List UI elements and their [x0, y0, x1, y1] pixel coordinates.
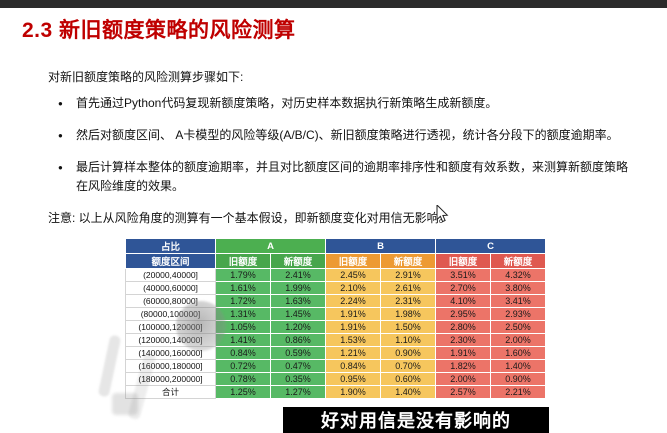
value-cell: 2.80%	[435, 320, 491, 334]
sub-header-old: 旧额度	[435, 253, 491, 269]
value-cell: 0.86%	[270, 333, 326, 347]
player-top-bar	[0, 0, 667, 8]
intro-text: 对新旧额度策略的风险测算步骤如下:	[48, 70, 244, 84]
value-cell: 1.27%	[270, 385, 326, 399]
page-title: 2.3 新旧额度策略的风险测算	[22, 19, 296, 42]
table-header-groups: 占比 A B C	[125, 238, 546, 254]
watermark-stamp	[176, 301, 226, 351]
value-cell: 2.45%	[325, 268, 381, 282]
value-cell: 1.50%	[380, 320, 436, 334]
range-cell: (20000,40000]	[125, 268, 216, 282]
sub-header-old: 旧额度	[325, 253, 381, 269]
value-cell: 1.90%	[325, 385, 381, 399]
value-cell: 1.60%	[490, 346, 546, 360]
value-cell: 1.20%	[270, 320, 326, 334]
risk-table-wrap: 占比 A B C 额度区间 旧额度 新额度 旧额度 新额度 旧额度 新额度 (2…	[125, 238, 546, 399]
value-cell: 2.24%	[325, 294, 381, 308]
sub-header-new: 新额度	[270, 253, 326, 269]
table-header-sub: 额度区间 旧额度 新额度 旧额度 新额度 旧额度 新额度	[125, 253, 546, 269]
value-cell: 1.53%	[325, 333, 381, 347]
sub-header-new: 新额度	[490, 253, 546, 269]
value-cell: 0.35%	[270, 372, 326, 386]
value-cell: 0.90%	[380, 346, 436, 360]
value-cell: 2.21%	[490, 385, 546, 399]
value-cell: 1.10%	[380, 333, 436, 347]
value-cell: 0.95%	[325, 372, 381, 386]
range-cell: (40000,60000]	[125, 281, 216, 295]
bullet-list: 首先通过Python代码复现新额度策略，对历史样本数据执行新策略生成新额度。 然…	[58, 94, 636, 209]
table-row: (160000,180000] 0.72% 0.47% 0.84% 0.70% 1.82%…	[125, 359, 546, 373]
value-cell: 0.84%	[215, 346, 271, 360]
sub-header-new: 新额度	[380, 253, 436, 269]
value-cell: 3.41%	[490, 294, 546, 308]
value-cell: 1.98%	[380, 307, 436, 321]
value-cell: 1.82%	[435, 359, 491, 373]
value-cell: 1.63%	[270, 294, 326, 308]
value-cell: 0.90%	[490, 372, 546, 386]
watermark-smudge	[112, 393, 138, 415]
table-row: (40000,60000] 1.61% 1.99% 2.10% 2.61% 2.70% 3.…	[125, 281, 546, 295]
risk-table: 占比 A B C 额度区间 旧额度 新额度 旧额度 新额度 旧额度 新额度 (2…	[125, 238, 546, 399]
mouse-cursor-icon	[436, 205, 449, 223]
value-cell: 1.79%	[215, 268, 271, 282]
value-cell: 2.00%	[490, 333, 546, 347]
value-cell: 4.32%	[490, 268, 546, 282]
value-cell: 1.41%	[215, 333, 271, 347]
corner-bottom-cell: 额度区间	[125, 253, 216, 269]
table-row: (180000,200000] 0.78% 0.35% 0.95% 0.60% 2.00%…	[125, 372, 546, 386]
value-cell: 2.61%	[380, 281, 436, 295]
value-cell: 0.72%	[215, 359, 271, 373]
value-cell: 1.40%	[490, 359, 546, 373]
value-cell: 1.45%	[270, 307, 326, 321]
value-cell: 2.93%	[490, 307, 546, 321]
value-cell: 0.59%	[270, 346, 326, 360]
bullet-item: 然后对额度区间、 A卡模型的风险等级(A/B/C)、新旧额度策略进行透视，统计各…	[58, 126, 636, 145]
value-cell: 0.84%	[325, 359, 381, 373]
video-subtitle: 好对用信是没有影响的	[283, 407, 549, 433]
group-header-c: C	[435, 238, 546, 254]
group-header-a: A	[215, 238, 326, 254]
value-cell: 2.31%	[380, 294, 436, 308]
value-cell: 2.30%	[435, 333, 491, 347]
value-cell: 1.61%	[215, 281, 271, 295]
table-row: (20000,40000] 1.79% 2.41% 2.45% 2.91% 3.51% 4.…	[125, 268, 546, 282]
value-cell: 1.99%	[270, 281, 326, 295]
value-cell: 1.91%	[435, 346, 491, 360]
table-row: (140000,160000] 0.84% 0.59% 1.21% 0.90% 1.91%…	[125, 346, 546, 360]
corner-top-cell: 占比	[125, 238, 216, 254]
value-cell: 2.57%	[435, 385, 491, 399]
total-label-cell: 合计	[125, 385, 216, 399]
value-cell: 0.60%	[380, 372, 436, 386]
value-cell: 3.80%	[490, 281, 546, 295]
value-cell: 1.40%	[380, 385, 436, 399]
table-row: (120000,140000] 1.41% 0.86% 1.53% 1.10% 2.30%…	[125, 333, 546, 347]
value-cell: 0.78%	[215, 372, 271, 386]
value-cell: 2.95%	[435, 307, 491, 321]
bullet-item: 首先通过Python代码复现新额度策略，对历史样本数据执行新策略生成新额度。	[58, 94, 636, 113]
value-cell: 2.70%	[435, 281, 491, 295]
sub-header-old: 旧额度	[215, 253, 271, 269]
value-cell: 1.31%	[215, 307, 271, 321]
value-cell: 2.00%	[435, 372, 491, 386]
value-cell: 1.91%	[325, 307, 381, 321]
value-cell: 1.21%	[325, 346, 381, 360]
value-cell: 2.41%	[270, 268, 326, 282]
bullet-item: 最后计算样本整体的额度逾期率，并且对比额度区间的逾期率排序性和额度有效系数，来测…	[58, 158, 636, 196]
table-total-row: 合计 1.25% 1.27% 1.90% 1.40% 2.57% 2.21%	[125, 385, 546, 399]
value-cell: 3.51%	[435, 268, 491, 282]
watermark-smudge	[97, 334, 122, 398]
value-cell: 2.50%	[490, 320, 546, 334]
group-header-b: B	[325, 238, 436, 254]
note-text: 注意: 以上从风险角度的测算有一个基本假设，即新额度变化对用信无影响。	[48, 211, 451, 225]
value-cell: 2.91%	[380, 268, 436, 282]
value-cell: 1.25%	[215, 385, 271, 399]
table-body: (20000,40000] 1.79% 2.41% 2.45% 2.91% 3.51% 4.…	[125, 268, 546, 399]
value-cell: 1.72%	[215, 294, 271, 308]
value-cell: 1.91%	[325, 320, 381, 334]
value-cell: 4.10%	[435, 294, 491, 308]
value-cell: 0.47%	[270, 359, 326, 373]
value-cell: 0.70%	[380, 359, 436, 373]
value-cell: 2.10%	[325, 281, 381, 295]
